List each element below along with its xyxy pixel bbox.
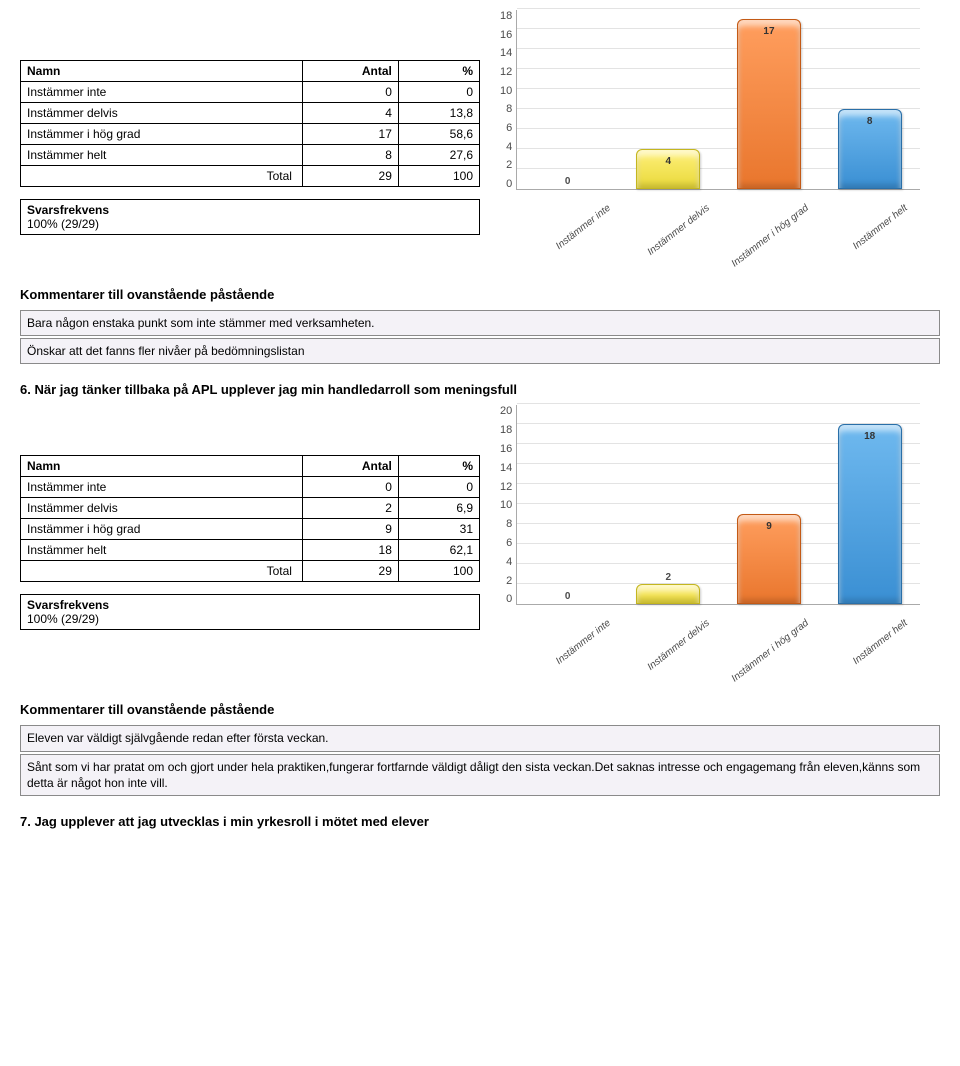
svars-value: 100% (29/29) [27,612,473,626]
cell-total-antal: 29 [302,561,398,582]
svars-title: Svarsfrekvens [27,203,473,217]
table-row: Instämmer helt1862,1 [21,540,480,561]
comment-row: Sånt som vi har pratat om och gjort unde… [20,754,940,796]
comment-row: Önskar att det fanns fler nivåer på bedö… [20,338,940,364]
bar-value-label: 17 [763,26,774,37]
y-tick-label: 12 [500,66,512,78]
comments-heading-1: Kommentarer till ovanstående påstående [20,287,940,302]
bar-value-label: 4 [666,156,672,167]
chart-bar: 4 [636,149,700,189]
col-antal: Antal [302,456,398,477]
cell-antal: 0 [302,477,398,498]
y-tick-label: 6 [506,122,512,134]
chart-q5: 18161412108642004178Instämmer inteInstäm… [500,10,920,257]
cell-name: Instämmer delvis [21,103,303,124]
table-row: Instämmer helt827,6 [21,145,480,166]
cell-antal: 0 [302,82,398,103]
cell-total-label: Total [21,166,303,187]
y-tick-label: 2 [506,159,512,171]
bar-value-label: 9 [766,521,772,532]
y-tick-label: 18 [500,424,512,436]
comment-row: Eleven var väldigt självgående redan eft… [20,725,940,751]
y-tick-label: 10 [500,499,512,511]
bar-value-label: 8 [867,116,873,127]
cell-antal: 9 [302,519,398,540]
svarsfrekvens-box: Svarsfrekvens 100% (29/29) [20,594,480,630]
y-tick-label: 4 [506,556,512,568]
svars-value: 100% (29/29) [27,217,473,231]
bar-value-label: 0 [565,176,571,187]
cell-pct: 6,9 [398,498,479,519]
table-row: Instämmer delvis413,8 [21,103,480,124]
chart-bar: 17 [737,19,801,189]
chart-bar: 8 [838,109,902,189]
y-tick-label: 4 [506,141,512,153]
cell-name: Instämmer inte [21,82,303,103]
table-q6: Namn Antal % Instämmer inte00Instämmer d… [20,455,480,582]
chart-bar: 18 [838,424,902,604]
cell-pct: 62,1 [398,540,479,561]
y-tick-label: 20 [500,405,512,417]
col-namn: Namn [21,61,303,82]
y-tick-label: 14 [500,462,512,474]
cell-name: Instämmer helt [21,540,303,561]
cell-pct: 58,6 [398,124,479,145]
table-row: Instämmer inte00 [21,477,480,498]
cell-name: Instämmer i hög grad [21,519,303,540]
table-row: Instämmer i hög grad1758,6 [21,124,480,145]
table-row: Instämmer i hög grad931 [21,519,480,540]
comments-heading-2: Kommentarer till ovanstående påstående [20,702,940,717]
chart-bar: 2 [636,584,700,604]
q6-heading: 6. När jag tänker tillbaka på APL upplev… [20,382,940,397]
bar-value-label: 18 [864,431,875,442]
cell-pct: 13,8 [398,103,479,124]
col-pct: % [398,61,479,82]
y-tick-label: 16 [500,443,512,455]
y-tick-label: 14 [500,47,512,59]
cell-name: Instämmer helt [21,145,303,166]
cell-total-pct: 100 [398,561,479,582]
table-row: Instämmer delvis26,9 [21,498,480,519]
cell-antal: 4 [302,103,398,124]
q7-heading: 7. Jag upplever att jag utvecklas i min … [20,814,940,829]
y-tick-label: 8 [506,103,512,115]
cell-pct: 0 [398,82,479,103]
col-pct: % [398,456,479,477]
chart-q6: 2018161412108642002918Instämmer inteInst… [500,405,920,672]
y-tick-label: 18 [500,10,512,22]
y-tick-label: 8 [506,518,512,530]
cell-pct: 27,6 [398,145,479,166]
cell-name: Instämmer i hög grad [21,124,303,145]
y-tick-label: 6 [506,537,512,549]
cell-pct: 31 [398,519,479,540]
y-tick-label: 2 [506,575,512,587]
y-tick-label: 0 [506,178,512,190]
bar-value-label: 2 [666,572,672,583]
table-total-row: Total29100 [21,166,480,187]
cell-antal: 2 [302,498,398,519]
col-namn: Namn [21,456,303,477]
chart-bar: 9 [737,514,801,604]
table-row: Instämmer inte00 [21,82,480,103]
y-tick-label: 10 [500,85,512,97]
y-tick-label: 0 [506,593,512,605]
comment-row: Bara någon enstaka punkt som inte stämme… [20,310,940,336]
cell-total-antal: 29 [302,166,398,187]
cell-antal: 17 [302,124,398,145]
cell-total-label: Total [21,561,303,582]
cell-antal: 8 [302,145,398,166]
svars-title: Svarsfrekvens [27,598,473,612]
col-antal: Antal [302,61,398,82]
cell-name: Instämmer inte [21,477,303,498]
table-total-row: Total29100 [21,561,480,582]
bar-value-label: 0 [565,591,571,602]
y-tick-label: 12 [500,481,512,493]
cell-pct: 0 [398,477,479,498]
cell-antal: 18 [302,540,398,561]
cell-name: Instämmer delvis [21,498,303,519]
cell-total-pct: 100 [398,166,479,187]
svarsfrekvens-box: Svarsfrekvens 100% (29/29) [20,199,480,235]
table-q5: Namn Antal % Instämmer inte00Instämmer d… [20,60,480,187]
y-tick-label: 16 [500,29,512,41]
